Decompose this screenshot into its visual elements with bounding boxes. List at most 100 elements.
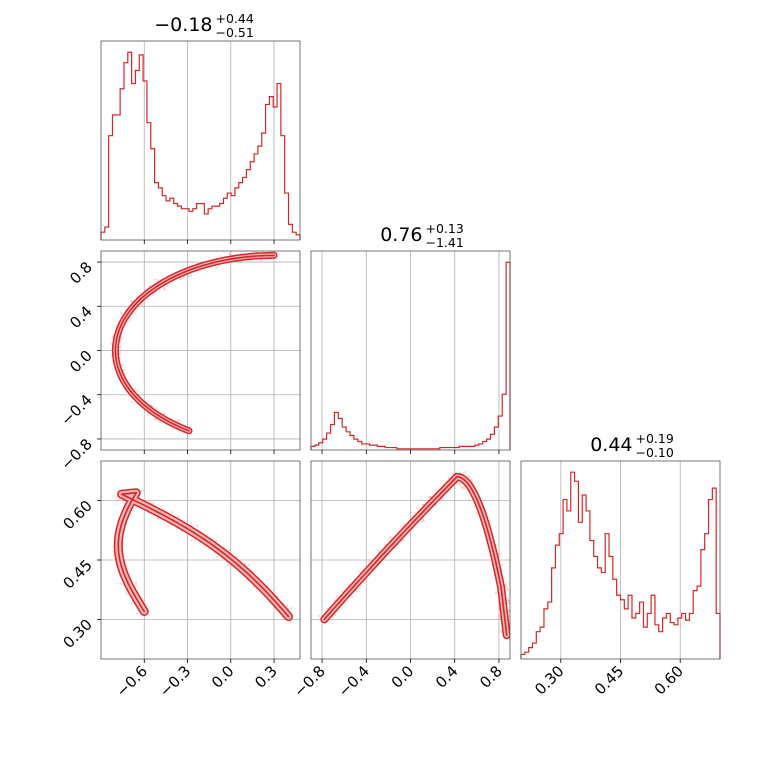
scatter-point	[333, 599, 336, 602]
scatter-point	[189, 521, 192, 525]
scatter-point	[125, 592, 128, 595]
scatter-point	[177, 515, 180, 518]
scatter-point	[475, 511, 478, 515]
scatter-point	[163, 412, 166, 416]
contour-outer	[113, 488, 293, 622]
x-tick-label: 0.0	[208, 662, 238, 692]
scatter-point	[341, 590, 344, 593]
scatter-point	[389, 536, 392, 539]
x-tick-label: 0.60	[651, 662, 687, 698]
scatter-point	[235, 555, 238, 558]
scatter-point	[121, 364, 124, 367]
scatter-point	[177, 418, 180, 422]
x-tick-label: 0.45	[591, 662, 627, 698]
scatter-point	[357, 570, 360, 573]
x-tick-label: −0.8	[290, 662, 328, 700]
scatter-point	[140, 489, 143, 492]
scatter-point	[510, 638, 512, 640]
scatter-point	[499, 629, 502, 632]
scatter-point	[317, 614, 320, 618]
scatter-point	[130, 300, 133, 303]
scatter-point	[507, 610, 510, 613]
scatter-point	[277, 252, 280, 255]
scatter-point	[219, 254, 222, 257]
y-tick-label: 0.45	[59, 556, 95, 592]
y-tick-label: −0.4	[57, 391, 95, 429]
contour-fill	[115, 489, 292, 620]
density-layer	[110, 251, 280, 435]
scatter-point	[508, 600, 510, 603]
scatter-point	[377, 549, 380, 553]
scatter-point	[135, 584, 138, 587]
scatter-point	[227, 563, 230, 567]
x-tick-label: 0.30	[531, 662, 567, 698]
scatter-point	[122, 369, 125, 372]
scatter-point	[413, 511, 416, 514]
title-upper-error: +0.19	[636, 431, 674, 446]
scatter-point	[183, 275, 186, 278]
scatter-point	[255, 251, 258, 253]
scatter-point	[118, 350, 121, 353]
x-tick-label: 0.4	[432, 662, 462, 692]
scatter-point	[470, 478, 473, 481]
contour-outer	[111, 251, 278, 435]
scatter-point	[507, 598, 510, 602]
scatter-point	[501, 564, 504, 567]
scatter-point	[498, 553, 502, 556]
scatter-point	[504, 583, 507, 587]
scatter-point	[135, 581, 138, 584]
scatter-point	[290, 606, 293, 610]
grid-lines	[321, 251, 500, 450]
scatter-point	[118, 346, 121, 349]
scatter-point	[427, 495, 430, 499]
scatter-point	[494, 592, 497, 595]
scatter-point	[498, 617, 501, 620]
scatter-point	[229, 253, 232, 256]
scatter-point	[158, 420, 161, 423]
scatter-point	[128, 320, 131, 323]
x-tick-label: −0.3	[156, 662, 194, 700]
scatter-point	[141, 303, 144, 306]
y-tick-label: 0.0	[66, 347, 96, 377]
scatter-point	[285, 604, 288, 608]
scatter-point	[510, 627, 512, 629]
scatter-point	[136, 389, 139, 392]
scatter-point	[368, 560, 371, 563]
scatter-point	[119, 352, 122, 355]
scatter-point	[428, 496, 431, 499]
scatter-point	[119, 582, 122, 585]
scatter-point	[122, 500, 125, 503]
scatter-point	[155, 407, 158, 410]
scatter-point	[120, 313, 123, 316]
y-tick-label: −0.8	[57, 435, 95, 473]
density-layer	[112, 488, 294, 623]
scatter-point	[453, 487, 457, 490]
scatter-point	[421, 503, 424, 506]
scatter-point	[163, 288, 166, 291]
scatter-point	[190, 539, 193, 542]
title-lower-error: −1.41	[426, 235, 464, 250]
x-tick-label: −0.6	[113, 662, 151, 700]
scatter-point	[196, 524, 199, 527]
scatter-point	[130, 602, 133, 605]
histogram-title: −0.18	[154, 14, 212, 36]
x-tick-label: 0.8	[476, 662, 506, 692]
scatter-point	[120, 337, 123, 340]
scatter-point	[390, 537, 393, 540]
scatter-point	[134, 312, 137, 315]
scatter-point	[187, 275, 190, 278]
scatter-point	[259, 258, 263, 262]
scatter-point	[497, 614, 500, 617]
scatter-point	[156, 518, 159, 521]
scatter-point	[489, 519, 492, 523]
histogram-line	[100, 51, 301, 240]
histogram-line	[520, 471, 721, 659]
scatter-point	[148, 500, 151, 503]
scatter-point	[153, 418, 156, 421]
grid-lines	[311, 461, 510, 659]
scatter-point	[434, 489, 437, 492]
y-tick-label: 0.4	[66, 302, 96, 332]
scatter-point	[115, 497, 118, 500]
axes-frame	[100, 40, 301, 241]
scatter-point	[415, 507, 418, 510]
